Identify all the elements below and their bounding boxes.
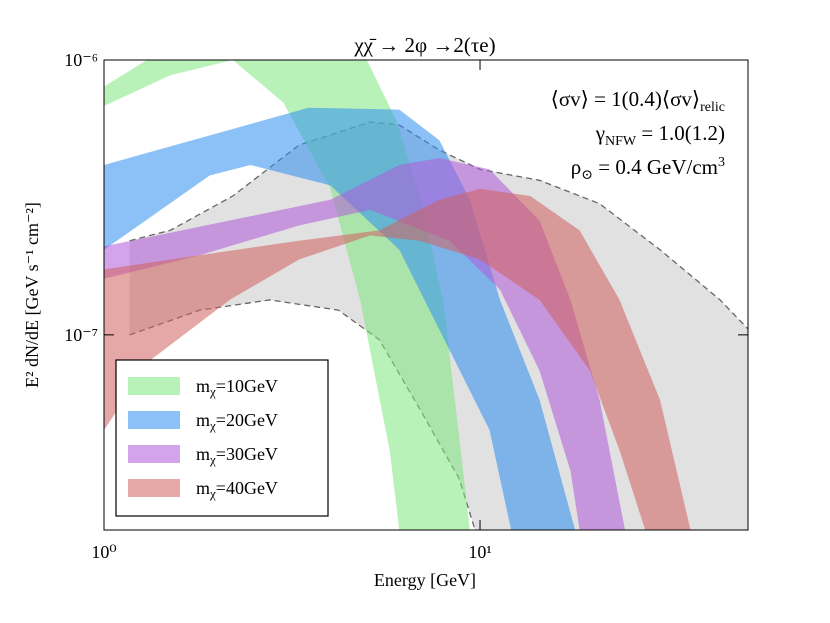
annotation: ⟨σv⟩ = 1(0.4)⟨σv⟩relic	[551, 87, 725, 115]
band	[104, 188, 691, 530]
chart-title: χχ̄ → 2φ →2(τe)	[353, 33, 495, 57]
legend-swatch	[128, 377, 180, 395]
y-tick-label: 10⁻⁷	[64, 325, 98, 345]
x-axis-label: Energy [GeV]	[374, 570, 476, 590]
plot-area	[104, 60, 748, 530]
y-axis-label: E² dN/dE [GeV s⁻¹ cm⁻²]	[22, 202, 42, 388]
annotation: ρ⊙ = 0.4 GeV/cm3	[571, 155, 725, 183]
annotation-part: NFW	[605, 134, 637, 149]
annotation-part: = 1.0(1.2)	[636, 121, 725, 145]
legend-swatch	[128, 445, 180, 463]
annotation-part: ⟨σv⟩ = 1(0.4)⟨σv⟩	[551, 87, 701, 111]
y-tick-label: 10⁻⁶	[64, 50, 98, 70]
x-tick-label: 10⁰	[91, 542, 116, 562]
annotation-part: = 0.4 GeV/cm	[593, 155, 718, 179]
annotation-part: γ	[595, 121, 605, 145]
annotation-part: 3	[718, 155, 725, 170]
legend-label: mχ=40GeV	[196, 478, 278, 501]
annotation-part: ρ	[571, 155, 581, 179]
legend-label: mχ=30GeV	[196, 444, 278, 467]
legend-label: mχ=10GeV	[196, 376, 278, 399]
legend-label: mχ=20GeV	[196, 410, 278, 433]
band-edge	[129, 121, 748, 330]
legend-swatch	[128, 411, 180, 429]
legend-swatch	[128, 479, 180, 497]
annotation-part: relic	[700, 100, 725, 115]
annotation: γNFW = 1.0(1.2)	[595, 121, 725, 149]
axes-frame	[103, 59, 749, 531]
x-tick-label: 10¹	[468, 542, 491, 562]
annotation-part: ⊙	[581, 168, 593, 183]
